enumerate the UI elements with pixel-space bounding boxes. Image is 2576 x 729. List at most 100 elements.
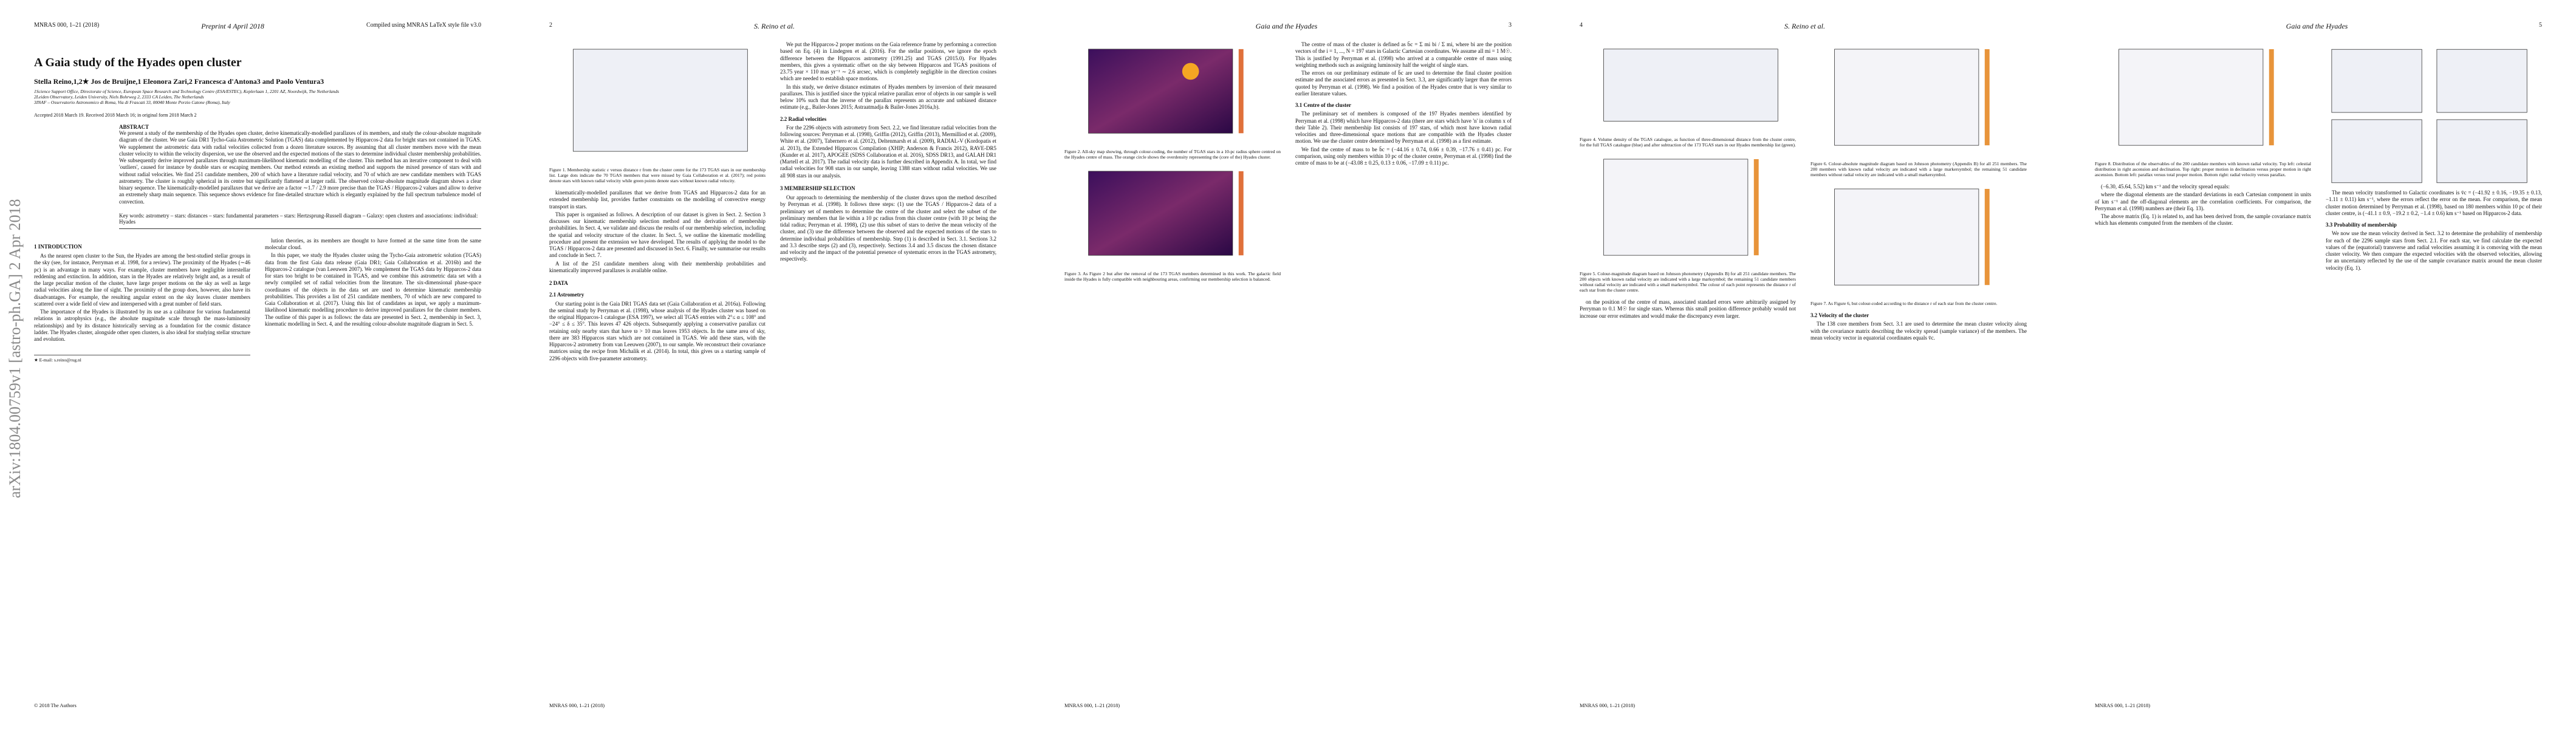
abstract: We present a study of the membership of … [119,130,481,205]
title-block: A Gaia study of the Hyades open cluster S… [34,53,481,229]
plot-frame [1834,188,1979,286]
header-text: MNRAS 000, 1–21 (2018) [34,22,100,29]
colorbar [1984,49,1990,146]
header-text: Gaia and the Hyades [1255,22,1318,30]
para: For the 2296 objects with astrometry fro… [780,124,996,179]
dates: Accepted 2018 March 19. Received 2018 Ma… [34,112,197,118]
plot-area [1834,188,1979,286]
panel [2436,119,2527,183]
para: In this paper, we study the Hyades clust… [265,252,481,327]
page-footer: MNRAS 000, 1–21 (2018) [1580,702,1636,708]
panel [2436,49,2527,113]
header-text: S. Reino et al. [754,22,795,30]
para: We now use the mean velocity derived in … [2326,230,2542,271]
plot-frame [1088,171,1233,256]
column: Figure 2. All-sky map showing, through c… [1064,41,1281,699]
column: The mean velocity transformed to Galacti… [2326,41,2542,699]
para: on the position of the centre of mass, a… [1580,299,1796,319]
plot-frame [1603,159,1749,256]
columns: Figure 2. All-sky map showing, through c… [1064,41,1512,699]
colorbar [1753,159,1759,256]
affil: 3INAF – Osservatorio Astronomico di Roma… [34,100,230,105]
para: The preliminary set of members is compos… [1295,111,1512,145]
plot-area [2119,49,2263,146]
para: The errors on our preliminary estimate o… [1295,70,1512,97]
overdensity [1182,63,1199,80]
plot-area [1603,159,1748,256]
caption: Figure 7. As Figure 6, but colour-coded … [1810,301,1998,306]
heading: 1 INTRODUCTION [34,243,82,250]
authors: Stella Reino,1,2★ Jos de Bruijne,1 Eleon… [34,77,324,86]
heatmap [1088,171,1233,256]
page-header: 4 S. Reino et al. [1580,22,2027,33]
figure [1088,171,1244,256]
panel [2331,49,2422,113]
header-text: 4 [1580,22,1583,29]
para: The above matrix (Eq. 1) is related to, … [2095,213,2311,227]
caption: Figure 2. All-sky map showing, through c… [1064,149,1281,160]
subheading: 2.1 Astrometry [549,292,584,298]
para: The 138 core members from Sect. 3.1 are … [1810,321,2027,341]
figure [1603,49,1778,122]
para: A list of the 251 candidate members alon… [549,260,766,273]
caption: Figure 4. Volume density of the TGAS cat… [1580,137,1796,148]
para: The mean velocity transformed to Galacti… [2326,190,2542,216]
header-text: Preprint 4 April 2018 [201,22,264,30]
plot-area [1603,49,1778,122]
panel [2331,119,2422,183]
subheading: 2.2 Radial velocities [780,115,827,122]
page: Gaia and the Hyades 5 Figure 8. Distributi… [2061,0,2576,729]
caption: Figure 8. Distribution of the observable… [2095,161,2311,177]
para: In this study, we derive distance estima… [780,83,996,111]
header-text: 3 [1509,22,1512,29]
figure [1834,188,1990,286]
para: where the diagonal elements are the stan… [2095,191,2311,211]
para: As the nearest open cluster to the Sun, … [34,253,250,307]
page-footer: MNRAS 000, 1–21 (2018) [1064,702,1120,708]
plot-frame [1834,49,1979,146]
heatmap [1088,49,1233,134]
header-text: 5 [2539,22,2542,29]
colorbar [1238,49,1244,134]
heading: 2 DATA [549,280,568,286]
column: Figure 6. Colour-absolute magnitude diag… [1810,41,2027,699]
column: Figure 4. Volume density of the TGAS cat… [1580,41,1796,699]
figure [1603,159,1759,256]
plot-frame [2119,49,2264,146]
para: Our approach to determining the membersh… [780,194,996,262]
plot-area [573,49,748,152]
column: 1 INTRODUCTION As the nearest open cluste… [34,238,250,699]
page-header: Gaia and the Hyades 3 [1064,22,1512,33]
columns: Figure 4. Volume density of the TGAS cat… [1580,41,2027,699]
column: The centre of mass of the cluster is def… [1295,41,1512,699]
page-footer: MNRAS 000, 1–21 (2018) [2095,702,2151,708]
colorbar [1984,188,1990,286]
para: This paper is organised as follows. A de… [549,211,766,259]
page: Gaia and the Hyades 3 Figure 2. All-sky ma… [1030,0,1546,729]
caption: Figure 3. As Figure 2 but after the remo… [1064,271,1281,282]
heading: 3 MEMBERSHIP SELECTION [780,185,855,191]
page-header: 2 S. Reino et al. [549,22,996,33]
header-text: Gaia and the Hyades [2286,22,2348,30]
abshead: ABSTRACT [119,124,149,130]
colorbar [1238,171,1244,256]
caption: Figure 5. Colour-magnitude diagram based… [1580,271,1796,293]
column: Figure 8. Distribution of the observable… [2095,41,2311,699]
para: (−6.30, 45.64, 5.52) km s⁻¹ and the velo… [2101,183,2230,190]
page-header: MNRAS 000, 1–21 (2018) Preprint 4 April 2… [34,22,481,33]
figure [2119,49,2274,146]
para: The centre of mass of the cluster is def… [1295,41,1512,68]
keywords: Key words: astrometry – stars: distances… [119,210,481,229]
columns: 1 INTRODUCTION As the nearest open cluste… [34,238,481,699]
header-text: S. Reino et al. [1784,22,1825,30]
para: lution theories, as its members are thou… [265,237,481,250]
page: MNRAS 000, 1–21 (2018) Preprint 4 April 2… [0,0,515,729]
plot-frame [2331,119,2422,183]
figure [573,49,748,152]
column: We put the Hipparcos-2 proper motions on… [780,41,996,699]
page-header: Gaia and the Hyades 5 [2095,22,2542,33]
footnote: ★ E-mail: s.reino@rug.nl [34,355,250,363]
columns: Figure 1. Membership statistic ε versus … [549,41,996,699]
subheading: 3.1 Centre of the cluster [1295,102,1352,108]
